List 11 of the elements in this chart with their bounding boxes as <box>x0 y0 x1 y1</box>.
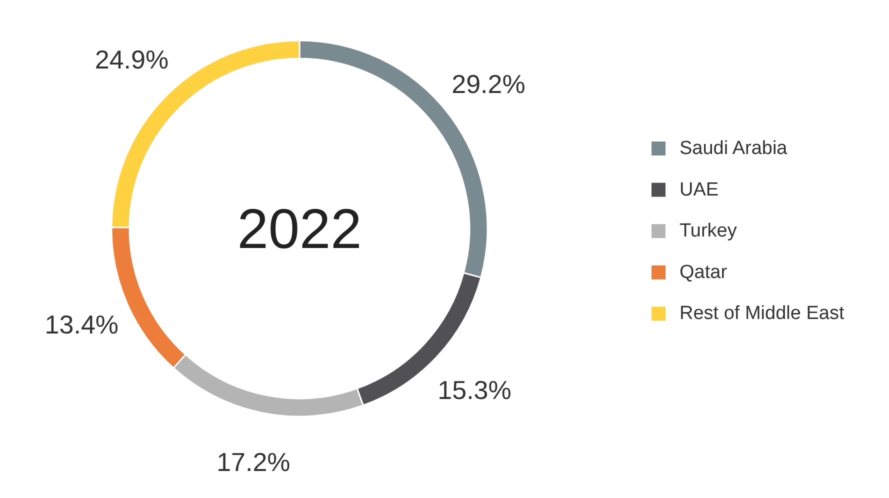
data-label: 24.9% <box>94 44 169 75</box>
data-label: 13.4% <box>44 309 119 340</box>
legend-label: Saudi Arabia <box>680 138 788 159</box>
legend-label: UAE <box>680 179 719 200</box>
legend-label: Qatar <box>680 262 728 283</box>
legend-label: Turkey <box>680 220 738 242</box>
data-label: 17.2% <box>216 447 290 477</box>
text: 2022 <box>237 197 362 260</box>
data-label: 29.2% <box>452 68 526 99</box>
legend-label: Rest of Middle East <box>680 303 845 324</box>
data-label: 15.3% <box>438 374 512 405</box>
